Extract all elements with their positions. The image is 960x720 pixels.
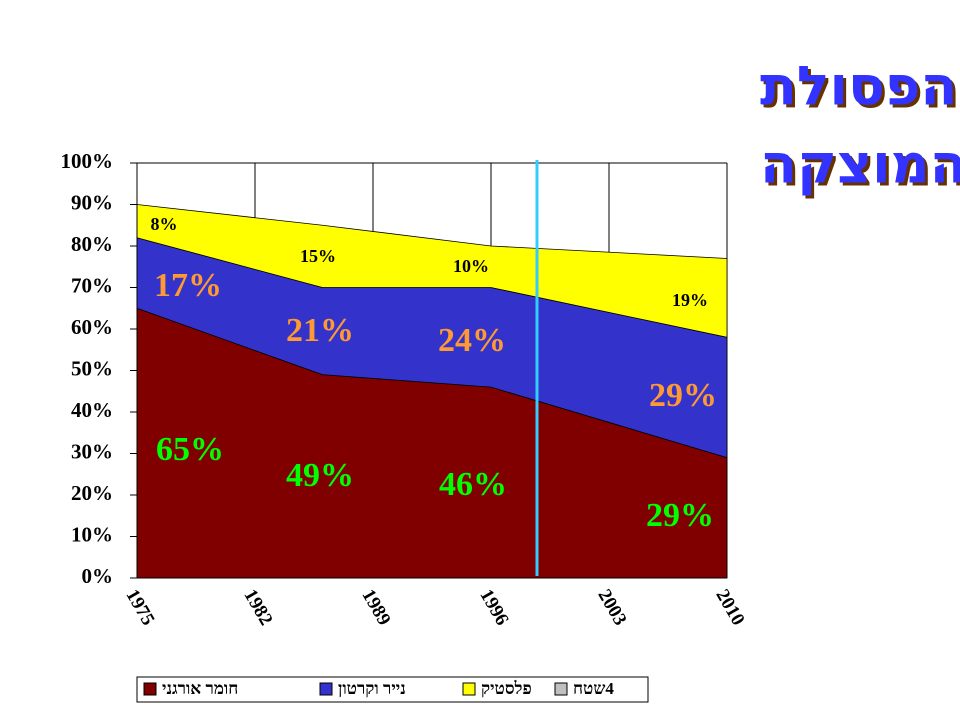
y-tick-label: 60% [71, 315, 113, 339]
y-tick-label: 10% [71, 522, 113, 546]
data-label: 29% [646, 497, 714, 534]
data-label: 19% [672, 290, 708, 310]
x-tick-label: 1975 [121, 586, 158, 629]
data-label: 21% [286, 312, 354, 349]
y-tick-label: 70% [71, 273, 113, 297]
legend-swatch [319, 682, 333, 696]
data-label: 8% [151, 214, 178, 234]
title-shadow: המוצקה [763, 136, 960, 199]
legend-label: קיטסלפ [481, 679, 532, 698]
data-label: 24% [438, 322, 506, 359]
x-tick-label: 2003 [593, 586, 630, 629]
legend-swatch [462, 682, 476, 696]
legend-label: ינגרוא רמוח [162, 679, 238, 698]
legend-label: חטש4 [573, 679, 614, 698]
plot [130, 162, 728, 579]
data-label: 65% [156, 431, 224, 468]
data-label: 46% [439, 466, 507, 503]
legend-label: ןוטרקו ריינ [338, 679, 406, 698]
legend-swatch [143, 682, 157, 696]
data-label: 17% [154, 267, 222, 304]
y-tick-label: 50% [71, 356, 113, 380]
data-label: 10% [453, 256, 489, 276]
y-tick-label: 100% [61, 149, 114, 173]
y-tick-label: 90% [71, 190, 113, 214]
x-tick-label: 1982 [239, 586, 276, 629]
legend-swatch [554, 682, 568, 696]
chart-title: המוצקה [760, 133, 960, 196]
data-label: 15% [300, 246, 336, 266]
x-tick-label: 2010 [711, 586, 748, 629]
y-tick-label: 40% [71, 398, 113, 422]
y-tick-label: 80% [71, 232, 113, 256]
area [136, 204, 728, 338]
data-label: 49% [286, 457, 354, 494]
data-label: 29% [649, 377, 717, 414]
x-tick-label: 1996 [475, 586, 512, 629]
y-tick-label: 0% [82, 564, 114, 588]
y-tick-label: 20% [71, 481, 113, 505]
title-shadow: הרכב הפסולת [763, 58, 960, 121]
chart-title: הרכב הפסולת [760, 55, 960, 118]
x-tick-label: 1989 [357, 586, 394, 629]
y-tick-label: 30% [71, 439, 113, 463]
